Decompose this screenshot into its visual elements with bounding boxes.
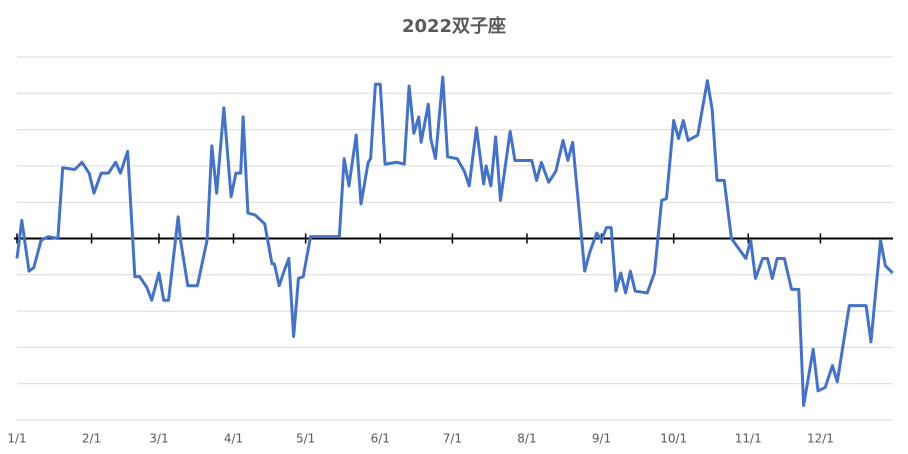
x-tick-label: 11/1 — [735, 432, 762, 446]
data-line — [15, 75, 894, 407]
x-tick-label: 2/1 — [82, 432, 101, 446]
x-tick-label: 9/1 — [592, 432, 611, 446]
x-tick-label: 12/1 — [807, 432, 834, 446]
x-tick-label: 1/1 — [7, 432, 26, 446]
x-tick-label: 8/1 — [517, 432, 536, 446]
x-tick-label: 5/1 — [296, 432, 315, 446]
x-tick-label: 6/1 — [371, 432, 390, 446]
x-tick-label: 7/1 — [443, 432, 462, 446]
x-tick-label: 10/1 — [660, 432, 687, 446]
chart-title: 2022双子座 — [402, 15, 506, 37]
x-tick-label: 4/1 — [224, 432, 243, 446]
x-tick-label: 3/1 — [149, 432, 168, 446]
